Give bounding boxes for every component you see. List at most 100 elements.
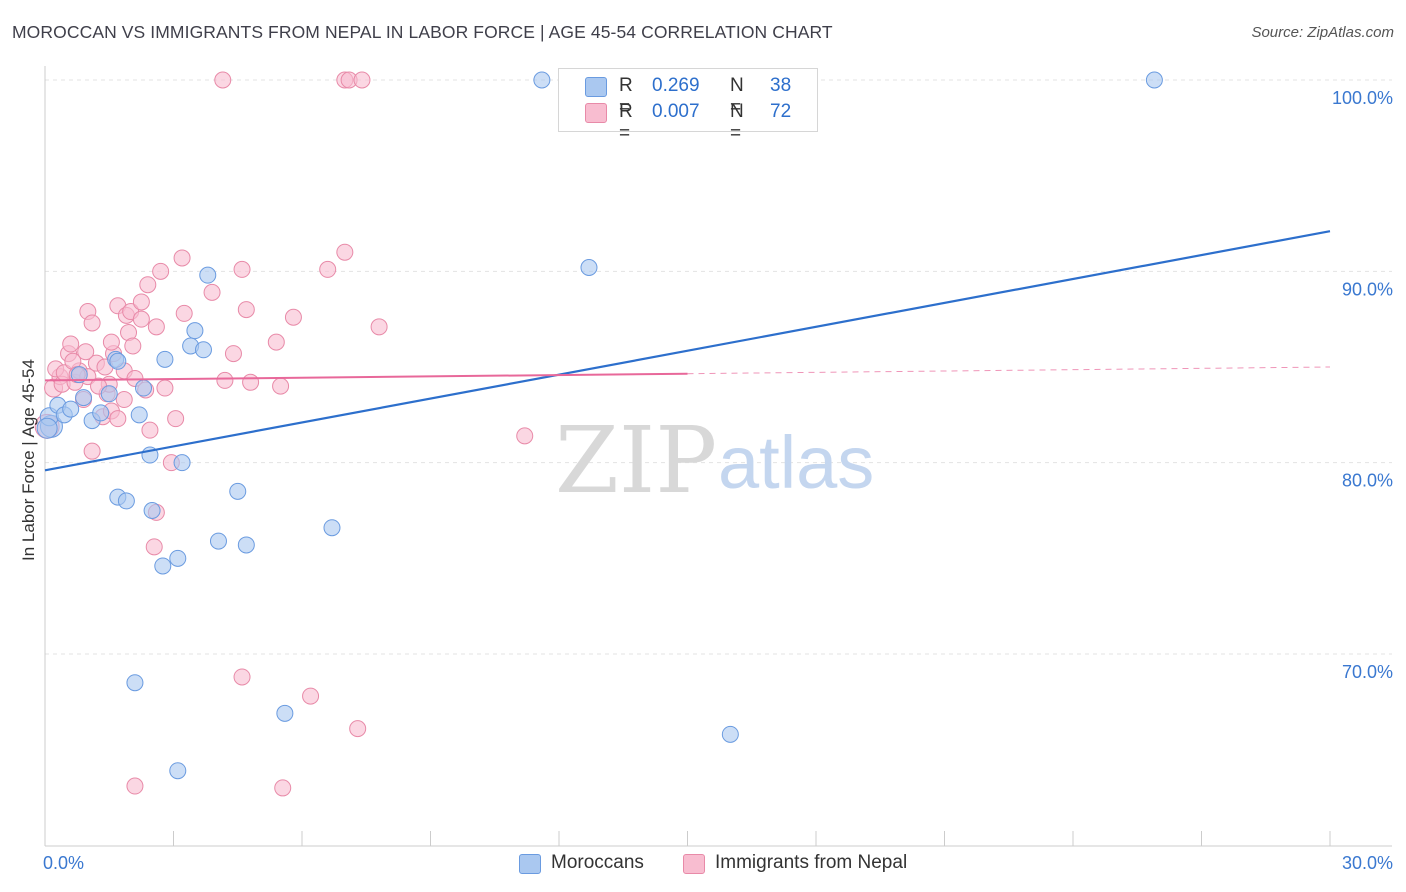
legend-n-label: N = xyxy=(730,75,744,118)
scatter-point xyxy=(323,519,341,537)
scatter-point xyxy=(156,350,174,368)
legend-r-label: R = xyxy=(619,101,633,144)
scatter-point xyxy=(267,333,285,351)
scatter-point xyxy=(173,454,191,472)
trend-line xyxy=(44,230,1331,472)
scatter-point xyxy=(124,337,142,355)
y-axis-label: In Labor Force | Age 45-54 xyxy=(19,359,38,561)
scatter-point xyxy=(173,249,191,267)
scatter-point xyxy=(75,389,93,407)
scatter-point xyxy=(237,536,255,554)
y-tick-label: 90.0% xyxy=(1342,279,1393,299)
axes xyxy=(44,66,1392,847)
watermark-zip: ZIP xyxy=(555,407,717,514)
scatter-point xyxy=(83,442,101,460)
scatter-point xyxy=(115,391,133,409)
scatter-points xyxy=(34,71,1163,797)
scatter-point xyxy=(92,404,110,422)
trend-line-dashed xyxy=(687,366,1331,375)
scatter-point xyxy=(139,276,157,294)
scatter-point xyxy=(152,262,170,280)
chart-title: MOROCCAN VS IMMIGRANTS FROM NEPAL IN LAB… xyxy=(12,22,833,42)
bottom-legend-label: Moroccans xyxy=(551,852,644,873)
y-tick-label: 70.0% xyxy=(1342,662,1393,682)
scatter-point xyxy=(102,333,120,351)
scatter-point xyxy=(349,720,367,738)
scatter-point xyxy=(147,318,165,336)
scatter-point xyxy=(353,71,371,89)
scatter-point xyxy=(62,400,80,418)
legend-swatch-moroccans xyxy=(585,77,607,97)
tick-labels: 70.0% 80.0% 90.0% 100.0% 0.0% 30.0% xyxy=(43,88,1393,873)
x-tick-label: 0.0% xyxy=(43,853,84,873)
y-tick-label: 80.0% xyxy=(1342,471,1393,491)
scatter-point xyxy=(175,304,193,322)
scatter-point xyxy=(126,777,144,795)
scatter-point xyxy=(169,549,187,567)
legend-n-label: N = xyxy=(730,101,744,144)
scatter-point xyxy=(167,410,185,428)
legend-swatch-nepal xyxy=(585,103,607,123)
y-tick-label: 100.0% xyxy=(1332,88,1393,108)
scatter-point xyxy=(100,385,118,403)
scatter-point xyxy=(302,687,320,705)
legend-r-value: 0.007 xyxy=(652,101,700,122)
source-credit: Source: ZipAtlas.com xyxy=(1251,24,1394,41)
scatter-point xyxy=(143,502,161,519)
scatter-point xyxy=(186,322,204,340)
bottom-legend-label: Immigrants from Nepal xyxy=(715,852,908,873)
scatter-point xyxy=(132,310,150,328)
scatter-point xyxy=(516,427,534,445)
scatter-point xyxy=(229,482,247,500)
scatter-point xyxy=(62,335,80,353)
scatter-point xyxy=(154,557,172,575)
scatter-point xyxy=(194,341,212,359)
scatter-point xyxy=(274,779,292,797)
scatter-point xyxy=(533,71,551,89)
watermark-atlas: atlas xyxy=(718,421,874,504)
scatter-point xyxy=(77,343,95,361)
legend-n-value: 72 xyxy=(770,101,792,122)
scatter-point xyxy=(203,283,221,301)
bottom-legend-swatch-nepal xyxy=(683,854,705,874)
watermark: ZIP atlas xyxy=(555,407,874,514)
legend-r-value: 0.269 xyxy=(652,75,700,96)
scatter-point xyxy=(721,725,739,743)
scatter-point xyxy=(156,379,174,397)
scatter-point xyxy=(336,243,354,261)
scatter-point xyxy=(169,762,187,780)
scatter-point xyxy=(109,352,127,370)
scatter-point xyxy=(1145,71,1163,89)
scatter-point xyxy=(237,301,255,319)
trend-lines xyxy=(44,230,1331,472)
scatter-point xyxy=(242,373,260,391)
scatter-point xyxy=(214,71,232,89)
scatter-point xyxy=(145,538,163,556)
scatter-point xyxy=(126,674,144,692)
scatter-point xyxy=(135,379,153,397)
scatter-point xyxy=(580,259,598,277)
scatter-point xyxy=(36,417,58,439)
scatter-point xyxy=(284,308,302,326)
scatter-point xyxy=(319,260,337,278)
scatter-point xyxy=(109,410,127,428)
scatter-point xyxy=(130,406,148,424)
scatter-point xyxy=(132,293,150,311)
legend-r-label: R = xyxy=(619,75,633,118)
scatter-point xyxy=(117,492,135,510)
scatter-point xyxy=(233,260,251,278)
scatter-point xyxy=(141,421,159,439)
scatter-point xyxy=(233,668,251,686)
x-tick-label: 30.0% xyxy=(1342,853,1393,873)
scatter-point xyxy=(272,377,290,395)
scatter-point xyxy=(276,704,294,722)
bottom-legend-swatch-moroccans xyxy=(519,854,541,874)
scatter-point xyxy=(224,345,242,363)
scatter-point xyxy=(70,366,88,384)
scatter-point xyxy=(83,314,101,332)
legend-n-value: 38 xyxy=(770,75,792,96)
scatter-point xyxy=(216,371,234,389)
scatter-point xyxy=(209,532,227,550)
legend: R = 0.269 N = 38 R = 0.007 N = 72 xyxy=(558,68,818,144)
